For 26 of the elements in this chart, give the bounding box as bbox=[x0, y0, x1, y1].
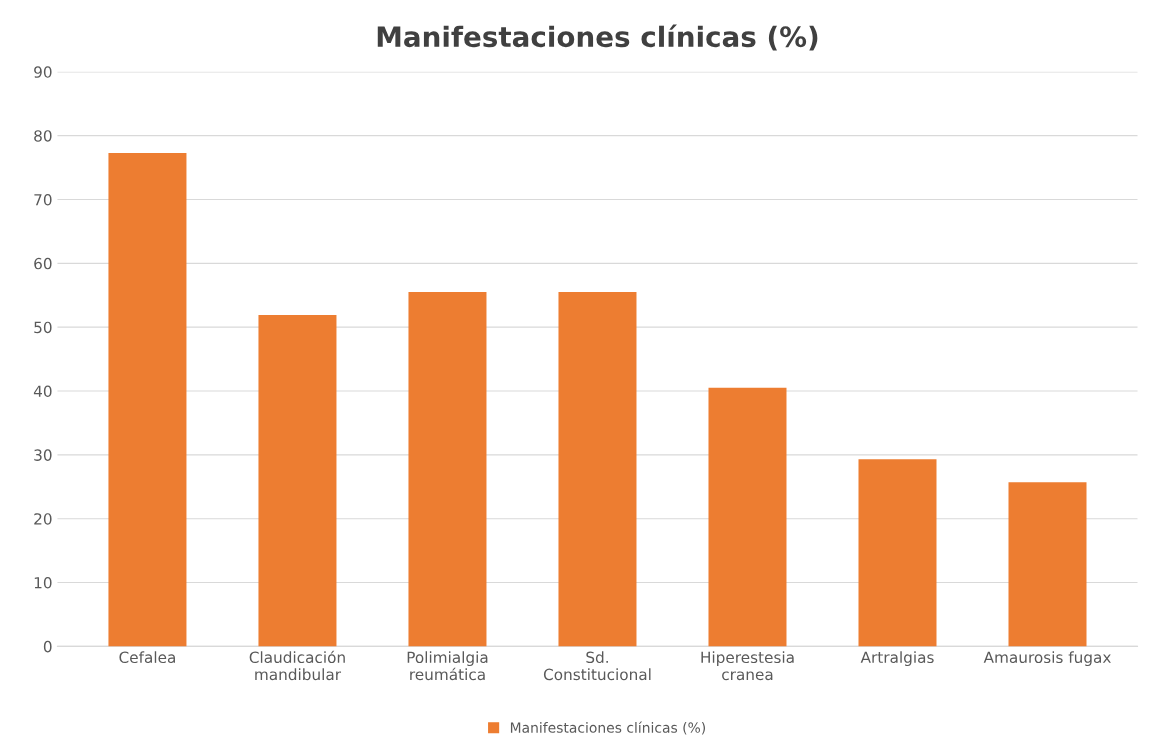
y-tick-label: 40 bbox=[33, 385, 52, 398]
y-tick-label: 10 bbox=[34, 577, 52, 589]
bar bbox=[708, 387, 787, 647]
x-tick-label: Hiperestesia cranea bbox=[701, 651, 794, 681]
y-tick-label: 50 bbox=[34, 321, 52, 334]
bar bbox=[408, 292, 487, 647]
legend-label: Manifestaciones clínicas (%) bbox=[510, 721, 706, 735]
bar bbox=[1008, 482, 1087, 647]
y-tick-label: 70 bbox=[34, 193, 52, 206]
bar bbox=[108, 152, 187, 647]
y-tick-label: 60 bbox=[34, 257, 52, 270]
bar bbox=[858, 459, 937, 647]
x-tick-label: Claudicación mandibular bbox=[249, 650, 345, 681]
x-tick-label: Amaurosis fugax bbox=[983, 651, 1111, 667]
chart-title: Manifestaciones clínicas (%) bbox=[377, 24, 818, 51]
bar bbox=[558, 292, 637, 647]
y-tick-label: 80 bbox=[34, 130, 52, 142]
x-tick-label: Sd. Constitucional bbox=[543, 651, 651, 681]
y-tick-label: 30 bbox=[34, 449, 52, 461]
y-tick-label: 20 bbox=[34, 513, 52, 525]
x-tick-label: Polimialgia reumática bbox=[407, 651, 488, 681]
y-tick-label: 0 bbox=[43, 640, 52, 653]
bar bbox=[258, 315, 337, 647]
x-tick-label: Cefalea bbox=[119, 651, 175, 664]
y-tick-label: 90 bbox=[34, 66, 52, 78]
x-tick-label: Artralgias bbox=[860, 651, 934, 667]
